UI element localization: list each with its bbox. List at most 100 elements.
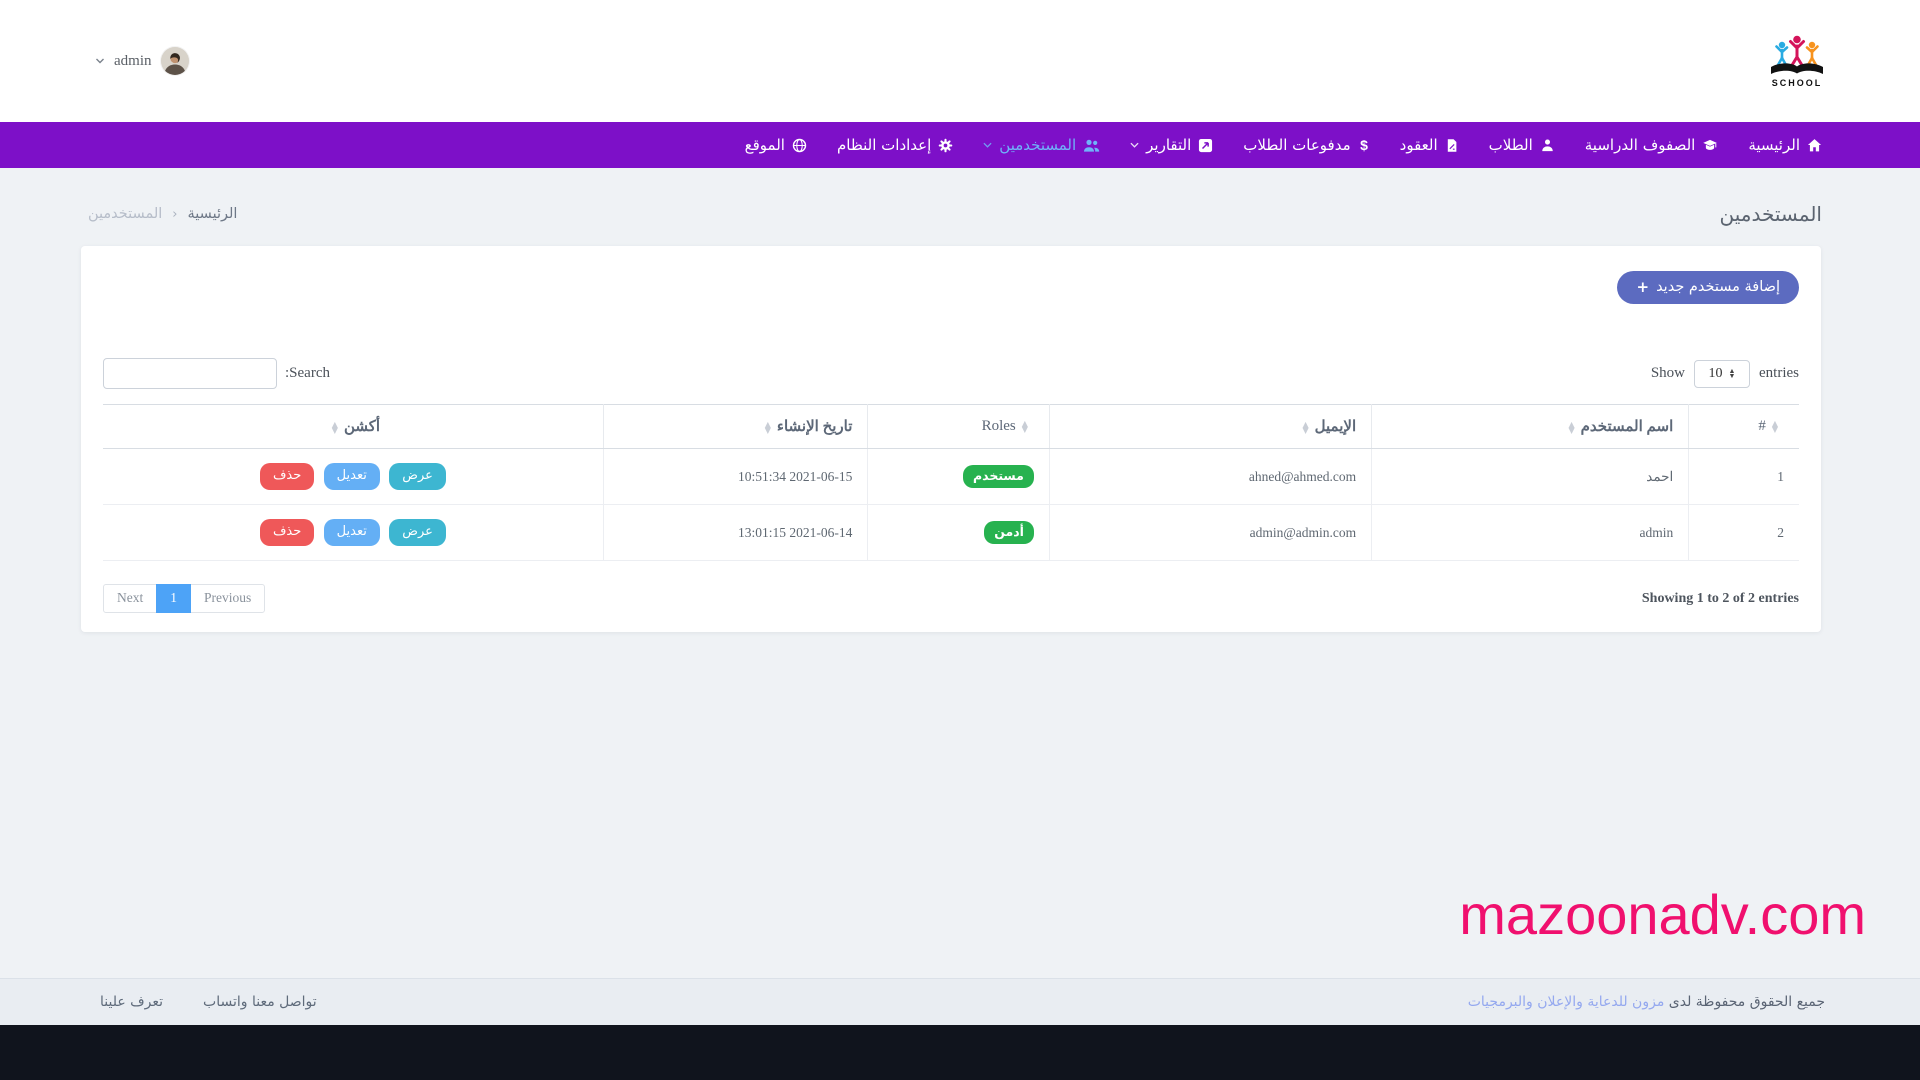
nav-item-users[interactable]: المستخدمين [983,136,1100,154]
breadcrumb-current: المستخدمين [88,206,163,222]
view-button[interactable]: عرض [389,463,446,490]
cell-email: admin@admin.com [1048,504,1373,561]
edit-button[interactable]: تعديل [323,519,380,546]
nav-label: الرئيسية [1748,136,1800,154]
column-header-email[interactable]: الإيميل ▲ ▼ [1048,404,1373,449]
copyright-text: جميع الحقوق محفوظة لدى مزون للدعاية والإ… [1468,994,1825,1010]
column-header-created[interactable]: تاريخ الإنشاء ▲ ▼ [602,404,869,449]
delete-button[interactable]: حذف [259,519,315,546]
school-logo: SCHOOL [1764,34,1830,88]
breadcrumb-separator: ‹ [172,206,178,222]
table-header-row: ▲ ▼ # اسم المستخدم ▲ ▼ الإيميل ▲ ▼ ▲ ▼ Roles تار… [103,404,1799,449]
footer-links: تواصل معنا واتساب تعرف علينا [100,994,317,1010]
pagination-page-1[interactable]: 1 [156,584,191,613]
reports-icon [1199,138,1213,152]
main-navbar: الرئيسية الصفوف الدراسية الطلاب العقود [0,122,1920,168]
footer-link-whatsapp[interactable]: تواصل معنا واتساب [203,994,317,1010]
page-footer: جميع الحقوق محفوظة لدى مزون للدعاية والإ… [0,978,1920,1025]
nav-item-home[interactable]: الرئيسية [1748,136,1822,154]
nav-label: مدفوعات الطلاب [1243,136,1351,154]
page-length-value: 10 [1708,365,1723,381]
nav-item-website[interactable]: الموقع [745,136,807,154]
nav-label: الموقع [744,136,785,154]
nav-item-contracts[interactable]: العقود [1400,136,1459,154]
users-table: ▲ ▼ # اسم المستخدم ▲ ▼ الإيميل ▲ ▼ ▲ ▼ Roles تار… [103,404,1799,561]
view-button[interactable]: عرض [389,519,446,546]
user-menu[interactable]: admin [95,47,189,75]
cell-actions: عرض تعديل حذف [103,504,604,561]
search-input[interactable] [103,358,277,389]
top-header: admin [0,0,1920,122]
breadcrumb-home-link[interactable]: الرئيسية [187,206,238,222]
copyright-prefix: جميع الحقوق محفوظة لدى [1664,994,1825,1010]
user-name: admin [114,52,152,69]
search-label: :Search [285,365,330,381]
pagination-previous[interactable]: Previous [190,584,266,613]
pagination-next[interactable]: Next [103,584,158,613]
table-row: 1 احمد ahned@ahmed.com مستخدم 10:51:34 2… [103,448,1799,505]
sort-icon: ▲ ▼ [1771,419,1778,434]
student-icon [1542,139,1553,151]
page-title: المستخدمين [1719,202,1822,226]
sort-icon: ▲ ▼ [764,420,771,435]
role-badge: أدمن [984,521,1034,544]
sort-icon: ▲ ▼ [331,420,338,435]
watermark: mazoonadv.com [1459,883,1866,946]
column-header-name[interactable]: اسم المستخدم ▲ ▼ [1371,404,1690,449]
page-content: المستخدمين الرئيسية ‹ المستخدمين + إضافة… [0,168,1920,978]
nav-label: المستخدمين [999,136,1077,154]
table-info: Showing 1 to 2 of 2 entries [1641,590,1799,606]
plus-icon: + [1636,278,1650,296]
add-user-button[interactable]: + إضافة مستخدم جديد [1617,271,1799,304]
edit-button[interactable]: تعديل [323,463,380,490]
dollar-icon: $ [1360,137,1368,153]
table-row: 2 admin admin@admin.com أدمن 13:01:15 20… [103,504,1799,561]
cell-name: احمد [1371,448,1690,505]
nav-item-reports[interactable]: التقارير [1130,136,1213,154]
gear-icon [939,138,953,152]
show-label: Show [1650,365,1686,381]
footer-link-about[interactable]: تعرف علينا [100,994,164,1010]
search-control: :Search [103,358,330,389]
column-header-roles[interactable]: ▲ ▼ Roles [867,404,1050,449]
school-logo-text: SCHOOL [1771,78,1823,88]
role-badge: مستخدم [962,465,1034,488]
page-length-select[interactable]: 10 ▲ ▼ [1694,359,1751,388]
company-link[interactable]: مزون للدعاية والإعلان والبرمجيات [1467,994,1665,1010]
cell-created: 10:51:34 2021-06-15 [602,448,869,505]
chevron-down-icon [983,142,992,148]
users-icon [1084,139,1100,152]
nav-item-payments[interactable]: $ مدفوعات الطلاب [1243,136,1369,154]
nav-item-settings[interactable]: إعدادات النظام [837,136,953,154]
bottom-dark-bar [0,1025,1920,1080]
breadcrumb: الرئيسية ‹ المستخدمين [88,206,237,222]
contract-icon [1447,138,1457,152]
chevron-down-icon [1130,142,1139,148]
entries-label: entries [1759,365,1799,381]
nav-label: الطلاب [1488,136,1533,154]
chevron-down-icon [96,58,104,64]
users-card: + إضافة مستخدم جديد Show 10 ▲ ▼ entries :… [81,246,1821,632]
school-logo-icon [1771,35,1823,74]
cell-created: 13:01:15 2021-06-14 [602,504,869,561]
add-user-label: إضافة مستخدم جديد [1656,279,1780,295]
cell-actions: عرض تعديل حذف [103,448,604,505]
nav-label: العقود [1399,136,1438,154]
page-length-control: Show 10 ▲ ▼ entries [1650,359,1799,388]
column-header-num[interactable]: ▲ ▼ # [1688,404,1799,449]
nav-label: الصفوف الدراسية [1584,136,1696,154]
globe-icon [792,138,807,152]
nav-label: إعدادات النظام [836,136,932,154]
nav-item-classes[interactable]: الصفوف الدراسية [1585,136,1719,154]
nav-label: التقارير [1146,136,1192,154]
column-header-actions[interactable]: أكشن ▲ ▼ [103,404,604,449]
sort-icon: ▲ ▼ [1021,419,1028,434]
home-icon [1807,138,1822,151]
graduation-cap-icon [1703,139,1718,150]
svg-text:$: $ [1360,137,1368,153]
sort-icon: ▲ ▼ [1302,420,1309,435]
delete-button[interactable]: حذف [259,463,315,490]
cell-num: 1 [1688,448,1799,505]
nav-item-students[interactable]: الطلاب [1489,136,1555,154]
sort-icon: ▲ ▼ [1568,420,1575,435]
